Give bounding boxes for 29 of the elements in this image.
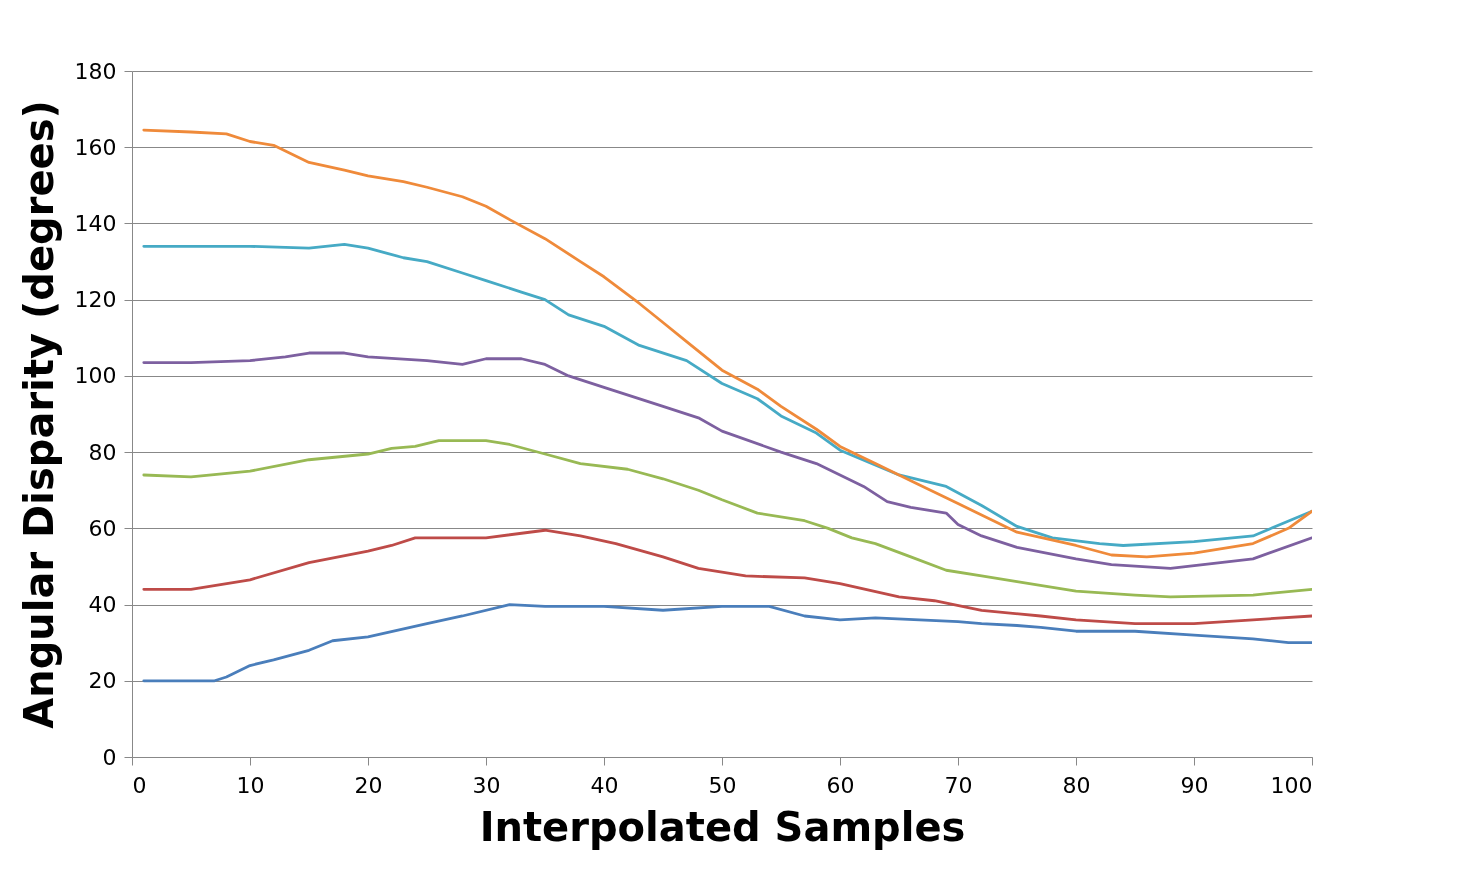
y-tick-label: 180 xyxy=(74,58,117,84)
line-series xyxy=(142,439,1312,599)
x-tick-label: 0 xyxy=(132,772,147,798)
x-tick-label: 90 xyxy=(1180,772,1209,798)
y-tick-label: 160 xyxy=(74,134,117,160)
x-tick-label: 40 xyxy=(590,772,619,798)
y-tick-label: 0 xyxy=(102,744,117,770)
x-tick-label: 30 xyxy=(472,772,501,798)
y-axis-title: Angular Disparity (degrees) xyxy=(15,100,62,729)
x-tick-label: 100 xyxy=(1270,772,1313,798)
x-tick-label: 80 xyxy=(1062,772,1091,798)
x-axis-title: Interpolated Samples xyxy=(479,803,966,850)
line-series xyxy=(142,603,1312,683)
x-tick-label: 60 xyxy=(826,772,855,798)
line-series xyxy=(142,351,1312,570)
y-tick-label: 40 xyxy=(88,592,117,618)
x-tick-label: 70 xyxy=(944,772,973,798)
y-tick-label: 60 xyxy=(88,515,117,541)
y-tick-label: 20 xyxy=(88,668,117,694)
line-series xyxy=(142,243,1312,547)
x-tick-label: 10 xyxy=(236,772,265,798)
y-tick-label: 80 xyxy=(88,439,117,465)
x-tick-label: 50 xyxy=(708,772,737,798)
x-tick-label: 20 xyxy=(354,772,383,798)
line-series xyxy=(142,128,1312,559)
y-tick-label: 120 xyxy=(74,287,117,313)
y-tick-label: 140 xyxy=(74,210,117,236)
y-tick-label: 100 xyxy=(74,363,117,389)
line-series xyxy=(142,528,1312,626)
